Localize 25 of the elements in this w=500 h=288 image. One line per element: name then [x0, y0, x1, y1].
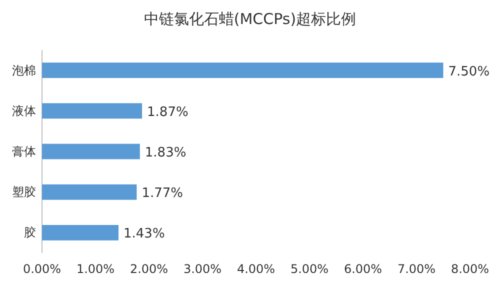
data-label: 7.50%: [448, 64, 490, 80]
data-label: 1.83%: [144, 146, 186, 160]
x-tick-label: 6.00%: [344, 262, 382, 276]
x-tick-label: 3.00%: [183, 262, 222, 276]
y-tick-label: 液体: [12, 104, 36, 118]
bar: [42, 224, 119, 240]
data-label: 1.87%: [147, 104, 188, 120]
y-tick-label: 膏体: [12, 144, 36, 158]
x-tick-label: 7.00%: [397, 262, 436, 276]
x-tick-label: 4.00%: [236, 262, 276, 276]
bar: [42, 62, 444, 78]
bar: [42, 144, 140, 160]
x-tick-label: 8.00%: [450, 262, 490, 276]
bar: [42, 103, 142, 119]
y-tick-label: 胶: [24, 226, 36, 240]
data-label: 1.43%: [124, 226, 165, 242]
y-tick-label: 泡棉: [12, 63, 36, 78]
chart-title: 中链氯化石蜡(MCCPs)超标比例: [144, 10, 356, 28]
x-tick-label: 0.00%: [22, 262, 62, 276]
y-tick-label: 塑胶: [12, 185, 36, 200]
x-tick-label: 2.00%: [130, 262, 168, 276]
x-tick-label: 1.00%: [76, 262, 115, 276]
bar: [42, 184, 137, 200]
x-tick-label: 5.00%: [290, 262, 329, 276]
data-label: 1.77%: [142, 186, 184, 202]
